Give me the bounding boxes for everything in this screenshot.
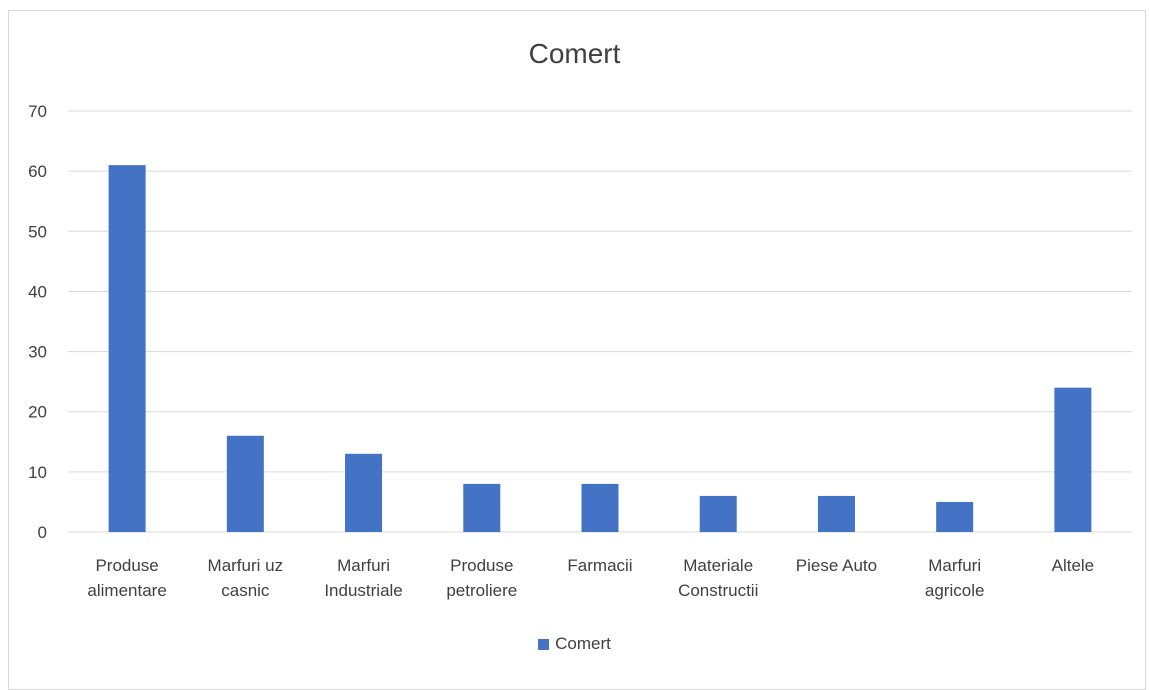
y-tick-label: 10 [28, 463, 47, 482]
legend-label: Comert [555, 634, 611, 653]
legend: Comert [0, 634, 1149, 654]
x-tick-label: Piese Auto [796, 556, 877, 575]
x-tick-label: casnic [221, 581, 270, 600]
bar [817, 495, 855, 532]
chart-area [8, 10, 1146, 690]
x-tick-label: Industriale [324, 581, 402, 600]
x-tick-label: Marfuri uz [208, 556, 284, 575]
x-tick-label: petroliere [446, 581, 517, 600]
x-tick-label: Constructii [678, 581, 758, 600]
y-tick-label: 40 [28, 282, 47, 301]
bar [699, 495, 737, 532]
y-tick-label: 20 [28, 403, 47, 422]
x-tick-label: Altele [1052, 556, 1095, 575]
chart-title: Comert [528, 38, 621, 69]
y-tick-label: 30 [28, 343, 47, 362]
x-tick-label: Materiale [683, 556, 753, 575]
x-tick-label: Produse [450, 556, 513, 575]
bar [226, 435, 264, 532]
y-tick-label: 50 [28, 222, 47, 241]
x-tick-label: Marfuri [337, 556, 390, 575]
bar [345, 453, 383, 532]
x-tick-label: Produse [95, 556, 158, 575]
y-tick-label: 70 [28, 102, 47, 121]
x-tick-label: Farmacii [567, 556, 632, 575]
bar [463, 483, 501, 532]
y-tick-label: 0 [38, 523, 47, 542]
bar [1054, 387, 1092, 532]
x-tick-label: Marfuri [928, 556, 981, 575]
x-tick-label: alimentare [87, 581, 166, 600]
x-tick-label: agricole [925, 581, 985, 600]
legend-swatch [538, 638, 550, 650]
bar [108, 165, 146, 532]
bar [936, 501, 974, 532]
y-tick-label: 60 [28, 162, 47, 181]
bar [581, 483, 619, 532]
